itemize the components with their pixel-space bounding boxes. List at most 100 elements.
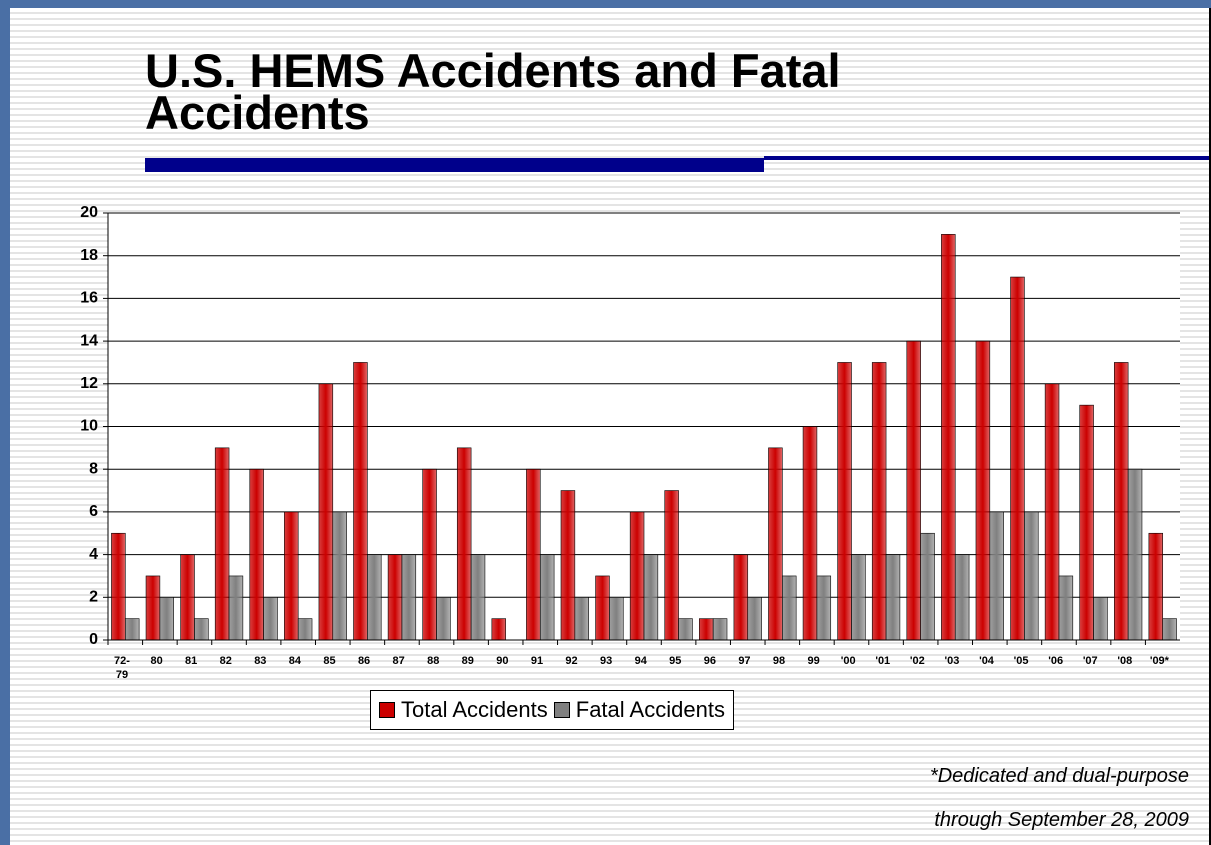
x-tick-label: 83	[254, 655, 267, 667]
bar	[629, 511, 645, 641]
bar	[574, 596, 589, 641]
x-tick-label: 88	[427, 655, 440, 667]
bar	[975, 340, 991, 641]
bar	[699, 618, 714, 641]
x-tick-label: 95	[669, 655, 682, 667]
legend-swatch	[553, 702, 570, 718]
x-tick-label: 94	[634, 655, 647, 667]
bar	[954, 554, 970, 641]
x-tick-label: '07	[1082, 655, 1098, 667]
bar	[733, 554, 749, 641]
bar	[1162, 618, 1177, 641]
bar	[768, 447, 783, 641]
y-tick-label: 2	[89, 589, 98, 606]
bar	[678, 618, 693, 641]
x-tick-label: 87	[392, 655, 405, 667]
y-tick-label: 4	[89, 546, 98, 563]
legend: Total Accidents Fatal Accidents	[370, 690, 734, 730]
x-tick-label: '02	[909, 655, 925, 667]
x-tick-label: '08	[1117, 655, 1133, 667]
bar	[436, 596, 451, 641]
bar	[387, 554, 403, 641]
x-tick-label: '06	[1048, 655, 1064, 667]
bar	[643, 554, 659, 641]
bar	[1113, 362, 1129, 641]
x-tick-label: 91	[530, 655, 544, 667]
bar	[422, 468, 437, 641]
bar	[332, 511, 347, 641]
bar	[816, 575, 832, 641]
legend-label: Fatal Accidents	[575, 697, 725, 722]
bar	[920, 532, 935, 641]
bar	[1093, 596, 1108, 641]
bar	[747, 596, 762, 641]
bar	[782, 575, 797, 641]
x-tick-label: 96	[703, 655, 716, 667]
note: *Dedicated and dual-purpose	[929, 765, 1189, 787]
bar	[871, 362, 887, 641]
bar	[1024, 511, 1039, 641]
legend-label: Total Accidents	[401, 697, 548, 722]
y-tick-label: 16	[80, 290, 98, 307]
bar	[941, 234, 956, 641]
bar	[1010, 276, 1025, 641]
y-tick-label: 14	[80, 332, 98, 349]
bar	[124, 618, 140, 641]
y-tick-label: 10	[80, 418, 98, 435]
bar	[851, 554, 866, 641]
bar	[180, 554, 195, 641]
x-tick-label: 82	[219, 655, 232, 667]
x-tick-label: '00	[840, 655, 856, 667]
y-tick-label: 0	[89, 631, 98, 648]
x-tick-label: '09*	[1149, 655, 1169, 667]
x-tick-label: 90	[496, 655, 509, 667]
bar	[111, 532, 126, 641]
bar	[470, 554, 486, 641]
x-tick-label: 85	[323, 655, 336, 667]
bar	[297, 618, 313, 641]
y-tick-label: 6	[89, 503, 98, 520]
bar	[526, 468, 541, 641]
x-tick-label: 97	[738, 655, 751, 667]
bar	[214, 447, 230, 641]
chart: 0 2 4 6 8 10 12 14 16 18 20	[80, 204, 1180, 648]
bar	[906, 340, 921, 641]
x-tick-label: 92	[565, 655, 578, 667]
x-tick-label: '05	[1013, 655, 1029, 667]
bar	[1127, 468, 1143, 641]
y-tick-label: 20	[80, 204, 98, 221]
y-tick-label: 12	[80, 375, 98, 392]
bar	[1044, 383, 1060, 641]
x-tick-label: 98	[772, 655, 786, 667]
bar	[664, 490, 679, 641]
bar	[145, 575, 161, 641]
x-tick-label: 99	[807, 655, 820, 667]
y-tick-label: 8	[89, 460, 98, 477]
bar	[194, 618, 209, 641]
bar	[318, 383, 334, 641]
bar	[560, 490, 576, 641]
bar	[609, 596, 624, 641]
bar	[837, 362, 852, 641]
bar	[353, 362, 368, 641]
legend-swatch	[379, 702, 395, 718]
bar	[228, 575, 244, 641]
chart-title: U.S. HEMS Accidents and Fatal Accidents	[145, 44, 841, 139]
x-tick-label: 84	[288, 655, 302, 667]
x-tick-label: 93	[600, 655, 613, 667]
x-tick-label: 86	[357, 655, 371, 667]
bar	[1148, 532, 1164, 641]
bar	[367, 554, 382, 641]
bar	[249, 468, 264, 641]
bar	[712, 618, 728, 641]
y-tick-label: 18	[80, 247, 98, 264]
bar	[456, 447, 472, 641]
x-tick-label: '04	[979, 655, 994, 667]
bar	[595, 575, 610, 641]
bar	[401, 554, 417, 641]
bar	[263, 596, 278, 641]
bar	[539, 554, 555, 641]
x-tick-label: 72-79	[114, 655, 130, 681]
bar	[1079, 404, 1094, 641]
